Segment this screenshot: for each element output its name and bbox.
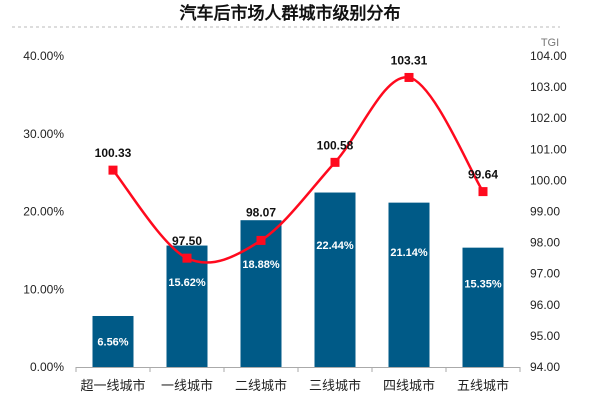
bar-data-label: 22.44% — [316, 240, 354, 252]
right-tick-label: 99.00 — [530, 205, 560, 219]
tgi-marker — [108, 165, 118, 175]
left-tick-label: 0.00% — [30, 360, 64, 374]
tgi-data-label: 103.31 — [391, 53, 428, 67]
tgi-data-label: 98.07 — [246, 205, 276, 219]
right-tick-label: 94.00 — [530, 360, 560, 374]
tgi-data-label: 100.33 — [95, 146, 132, 160]
bar — [462, 247, 504, 367]
chart-title: 汽车后市场人群城市级别分布 — [180, 3, 401, 23]
bar-data-label: 15.62% — [168, 277, 206, 289]
bar — [388, 202, 430, 367]
left-tick-label: 30.00% — [23, 127, 64, 141]
right-axis-label: TGI — [541, 37, 559, 49]
bar-data-label: 18.88% — [242, 259, 280, 271]
tgi-marker — [182, 253, 192, 263]
right-tick-label: 97.00 — [530, 267, 560, 281]
left-tick-label: 10.00% — [23, 282, 64, 296]
tgi-data-label: 99.64 — [468, 168, 498, 182]
tgi-marker — [256, 235, 266, 245]
x-tick-label: 超一线城市 — [80, 378, 145, 393]
tgi-marker — [330, 157, 340, 167]
right-tick-label: 104.00 — [530, 49, 567, 63]
right-tick-label: 101.00 — [530, 142, 567, 156]
tgi-line — [112, 76, 485, 264]
tgi-marker — [478, 187, 488, 197]
tgi-data-label: 97.50 — [172, 234, 202, 248]
right-tick-label: 102.00 — [530, 111, 567, 125]
x-tick-label: 四线城市 — [383, 378, 435, 393]
right-tick-label: 103.00 — [530, 80, 567, 94]
x-tick-label: 一线城市 — [161, 378, 213, 393]
x-tick-label: 二线城市 — [235, 378, 287, 393]
tgi-marker — [404, 72, 414, 82]
right-tick-label: 96.00 — [530, 298, 560, 312]
x-tick-label: 三线城市 — [309, 378, 361, 393]
left-tick-label: 20.00% — [23, 205, 64, 219]
bar-data-label: 15.35% — [464, 278, 502, 290]
right-tick-label: 95.00 — [530, 329, 560, 343]
right-tick-label: 98.00 — [530, 236, 560, 250]
bar-data-label: 6.56% — [97, 336, 128, 348]
bar — [166, 245, 208, 367]
bar-data-label: 21.14% — [390, 247, 428, 259]
bar — [314, 192, 356, 367]
x-tick-label: 五线城市 — [457, 378, 509, 393]
tgi-data-label: 100.58 — [317, 138, 354, 152]
right-tick-label: 100.00 — [530, 173, 567, 187]
left-tick-label: 40.00% — [23, 49, 64, 63]
bar — [92, 315, 134, 367]
